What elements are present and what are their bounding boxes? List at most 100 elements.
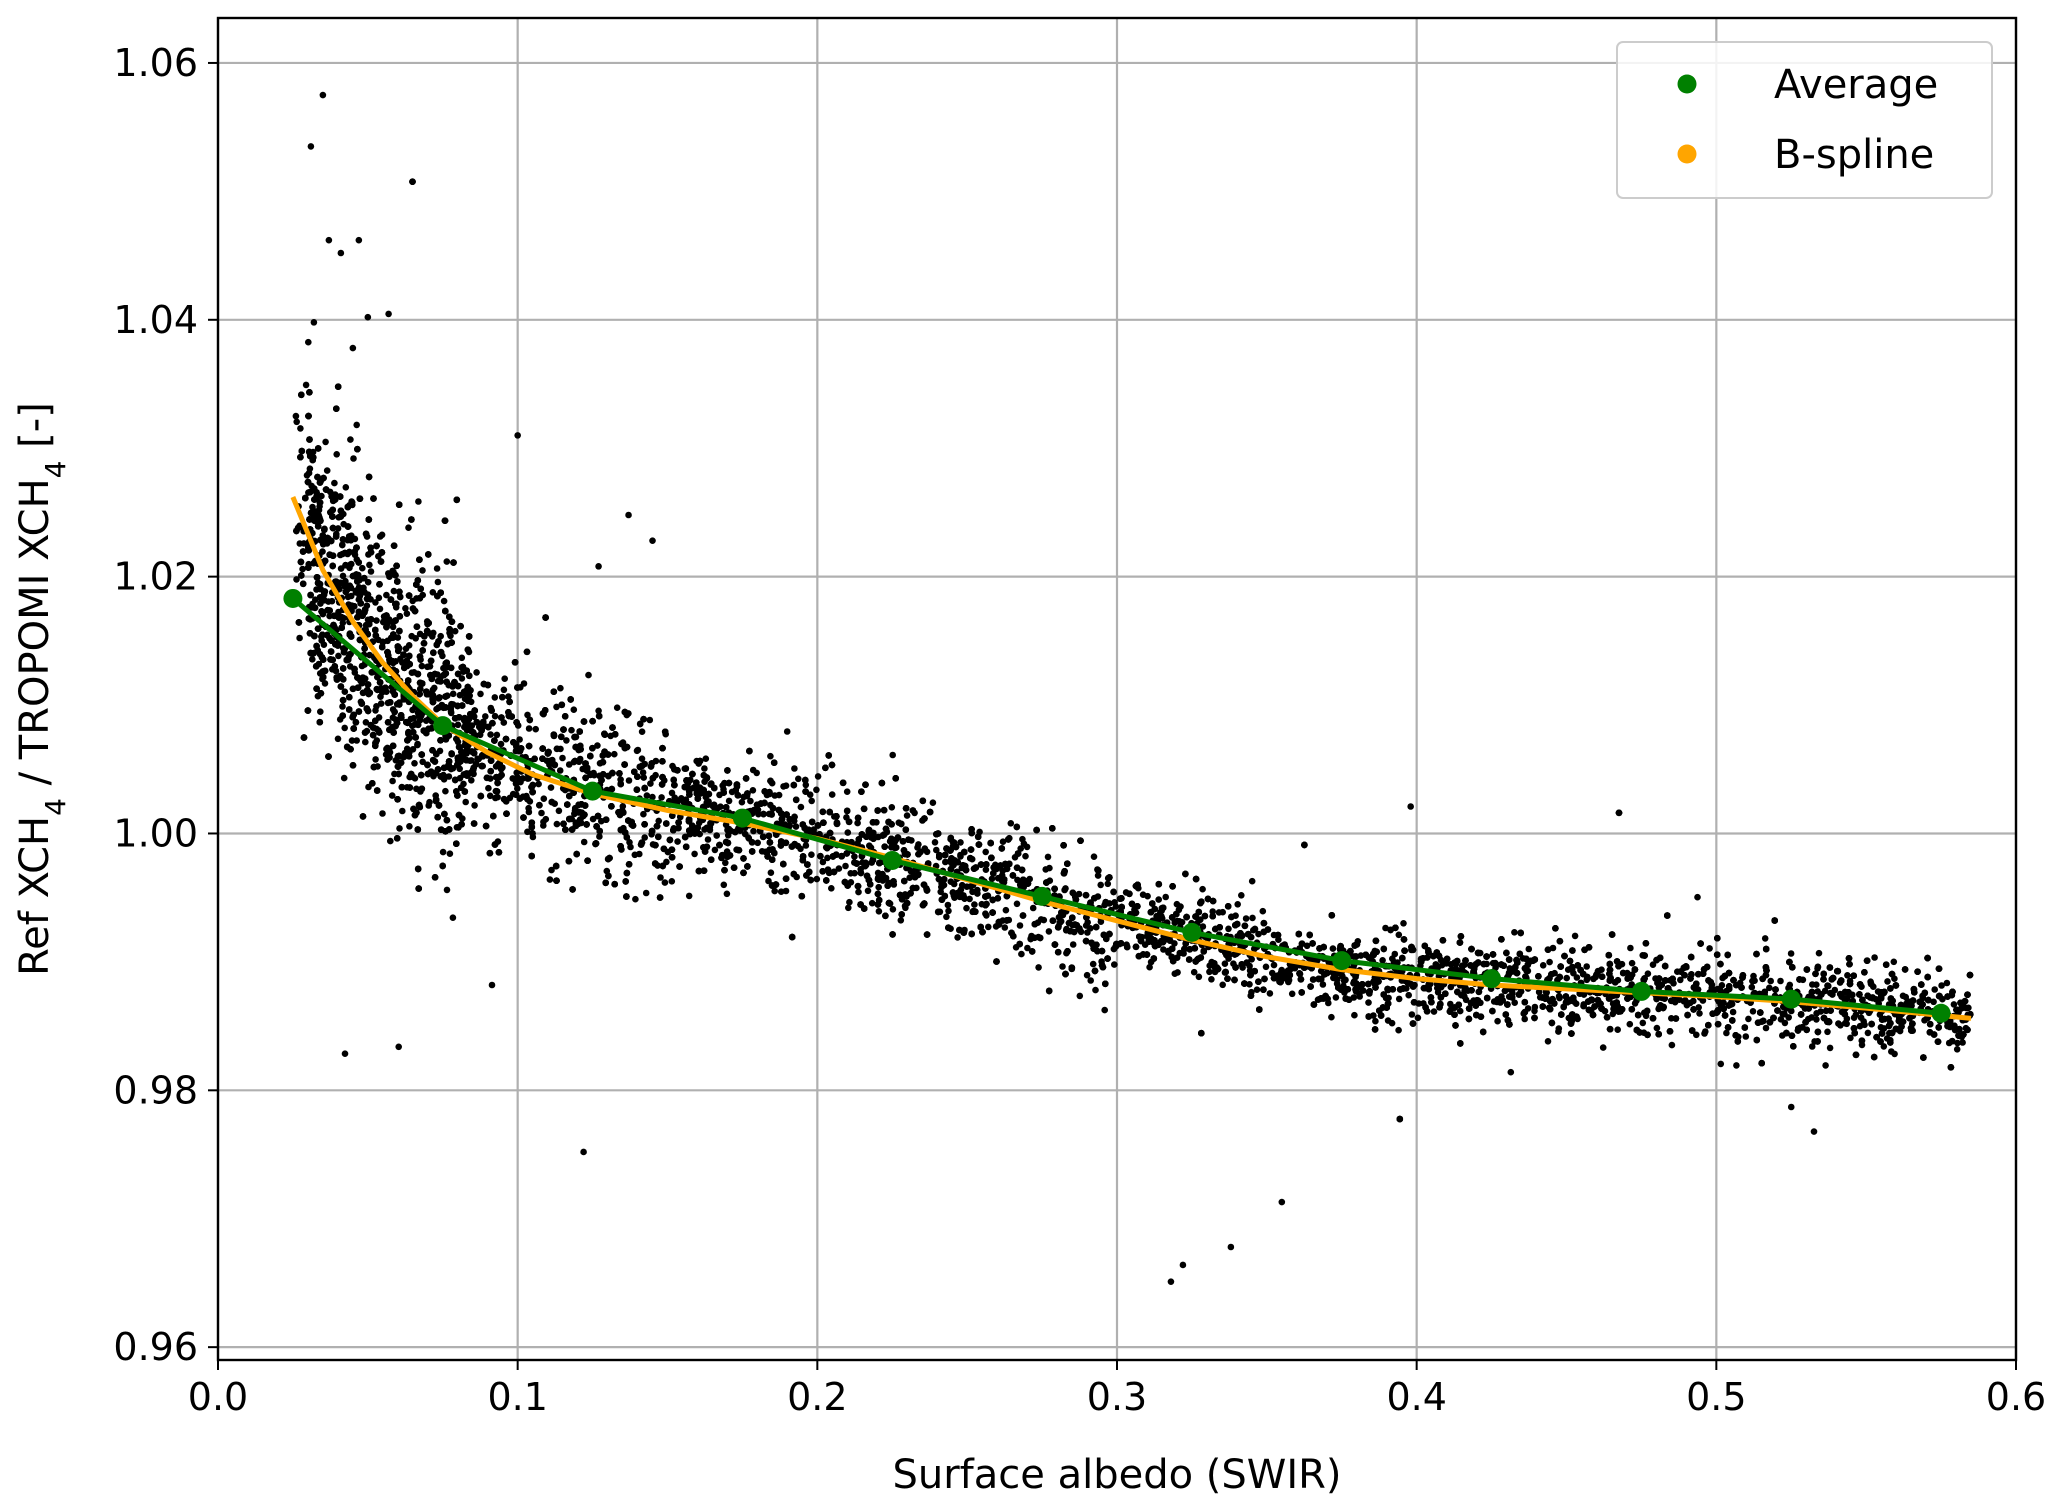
data-point [1826,1044,1834,1052]
data-point [725,797,733,805]
data-point [296,634,303,642]
data-point [563,737,570,744]
data-point [411,760,418,767]
data-point [1248,956,1255,963]
data-point [1111,961,1118,968]
data-point [1209,908,1216,915]
data-point [341,724,349,732]
data-point [402,605,409,612]
data-point [405,524,412,531]
data-point [1329,945,1337,952]
data-point [1810,1128,1818,1135]
data-point [341,688,349,695]
data-point [429,633,436,640]
data-point [1544,1038,1552,1045]
data-point [1395,995,1403,1003]
data-point [640,774,647,781]
data-point [845,904,852,912]
data-point [1269,969,1276,977]
data-point [1195,973,1203,981]
data-point [1563,974,1570,982]
data-point [501,675,509,682]
data-point [451,627,459,635]
data-point [488,981,496,989]
data-point [1219,981,1226,989]
data-point [340,774,348,782]
data-point [750,827,757,835]
data-point [875,883,882,891]
data-point [454,721,462,729]
data-point [1405,991,1412,999]
data-point [1199,923,1207,930]
data-point [758,848,766,855]
data-point [339,703,346,710]
data-point [771,792,779,799]
data-point [389,777,396,785]
data-point [468,777,475,784]
data-point [1173,900,1181,908]
data-point [1876,1011,1884,1018]
data-point [337,565,345,572]
data-point [565,761,573,768]
data-point [1706,945,1713,952]
data-point [771,887,778,895]
data-point [412,635,420,642]
data-point [691,850,698,858]
data-point [1385,994,1392,1002]
data-point [1309,976,1317,983]
data-point [1391,950,1399,958]
data-point [497,740,505,748]
data-point [1090,853,1098,860]
data-point [1382,924,1389,932]
data-point [1365,999,1372,1006]
data-point [1639,1019,1647,1027]
data-point [1787,950,1795,957]
data-point [613,704,621,711]
data-point [589,815,597,823]
data-point [442,787,449,795]
data-point [661,879,669,886]
data-point [1013,900,1021,908]
data-point [808,797,815,805]
data-point [458,675,466,682]
data-point [1609,1010,1617,1018]
data-point [1884,978,1891,985]
data-point [846,898,853,906]
data-point [749,787,757,794]
data-point [1742,1033,1750,1040]
data-point [1938,982,1945,989]
data-point [741,830,749,838]
data-point [1262,963,1270,971]
data-point [813,786,820,794]
data-point [297,425,304,432]
data-point [1007,820,1015,827]
data-point [364,578,372,586]
data-point [942,858,949,866]
data-point [348,737,356,744]
data-point [1931,986,1938,993]
data-point [532,725,539,733]
data-point [455,743,463,751]
data-point [434,677,442,685]
data-point [767,752,774,760]
data-point [492,794,499,802]
data-point [462,798,470,806]
data-point [1490,998,1498,1005]
data-point [1817,1008,1824,1015]
data-point [854,819,861,827]
data-point [982,910,989,917]
data-point [851,853,858,860]
data-point [720,881,728,889]
data-point [1891,1050,1898,1058]
data-point [1408,1011,1416,1018]
data-point [1029,904,1037,912]
data-point [367,568,375,575]
data-point [1160,946,1167,953]
data-point [1087,977,1094,984]
data-point [1162,893,1169,901]
data-point [1199,885,1206,893]
data-point [1954,1039,1961,1047]
data-point [440,664,447,672]
data-point [1644,970,1652,977]
data-point [649,793,656,801]
